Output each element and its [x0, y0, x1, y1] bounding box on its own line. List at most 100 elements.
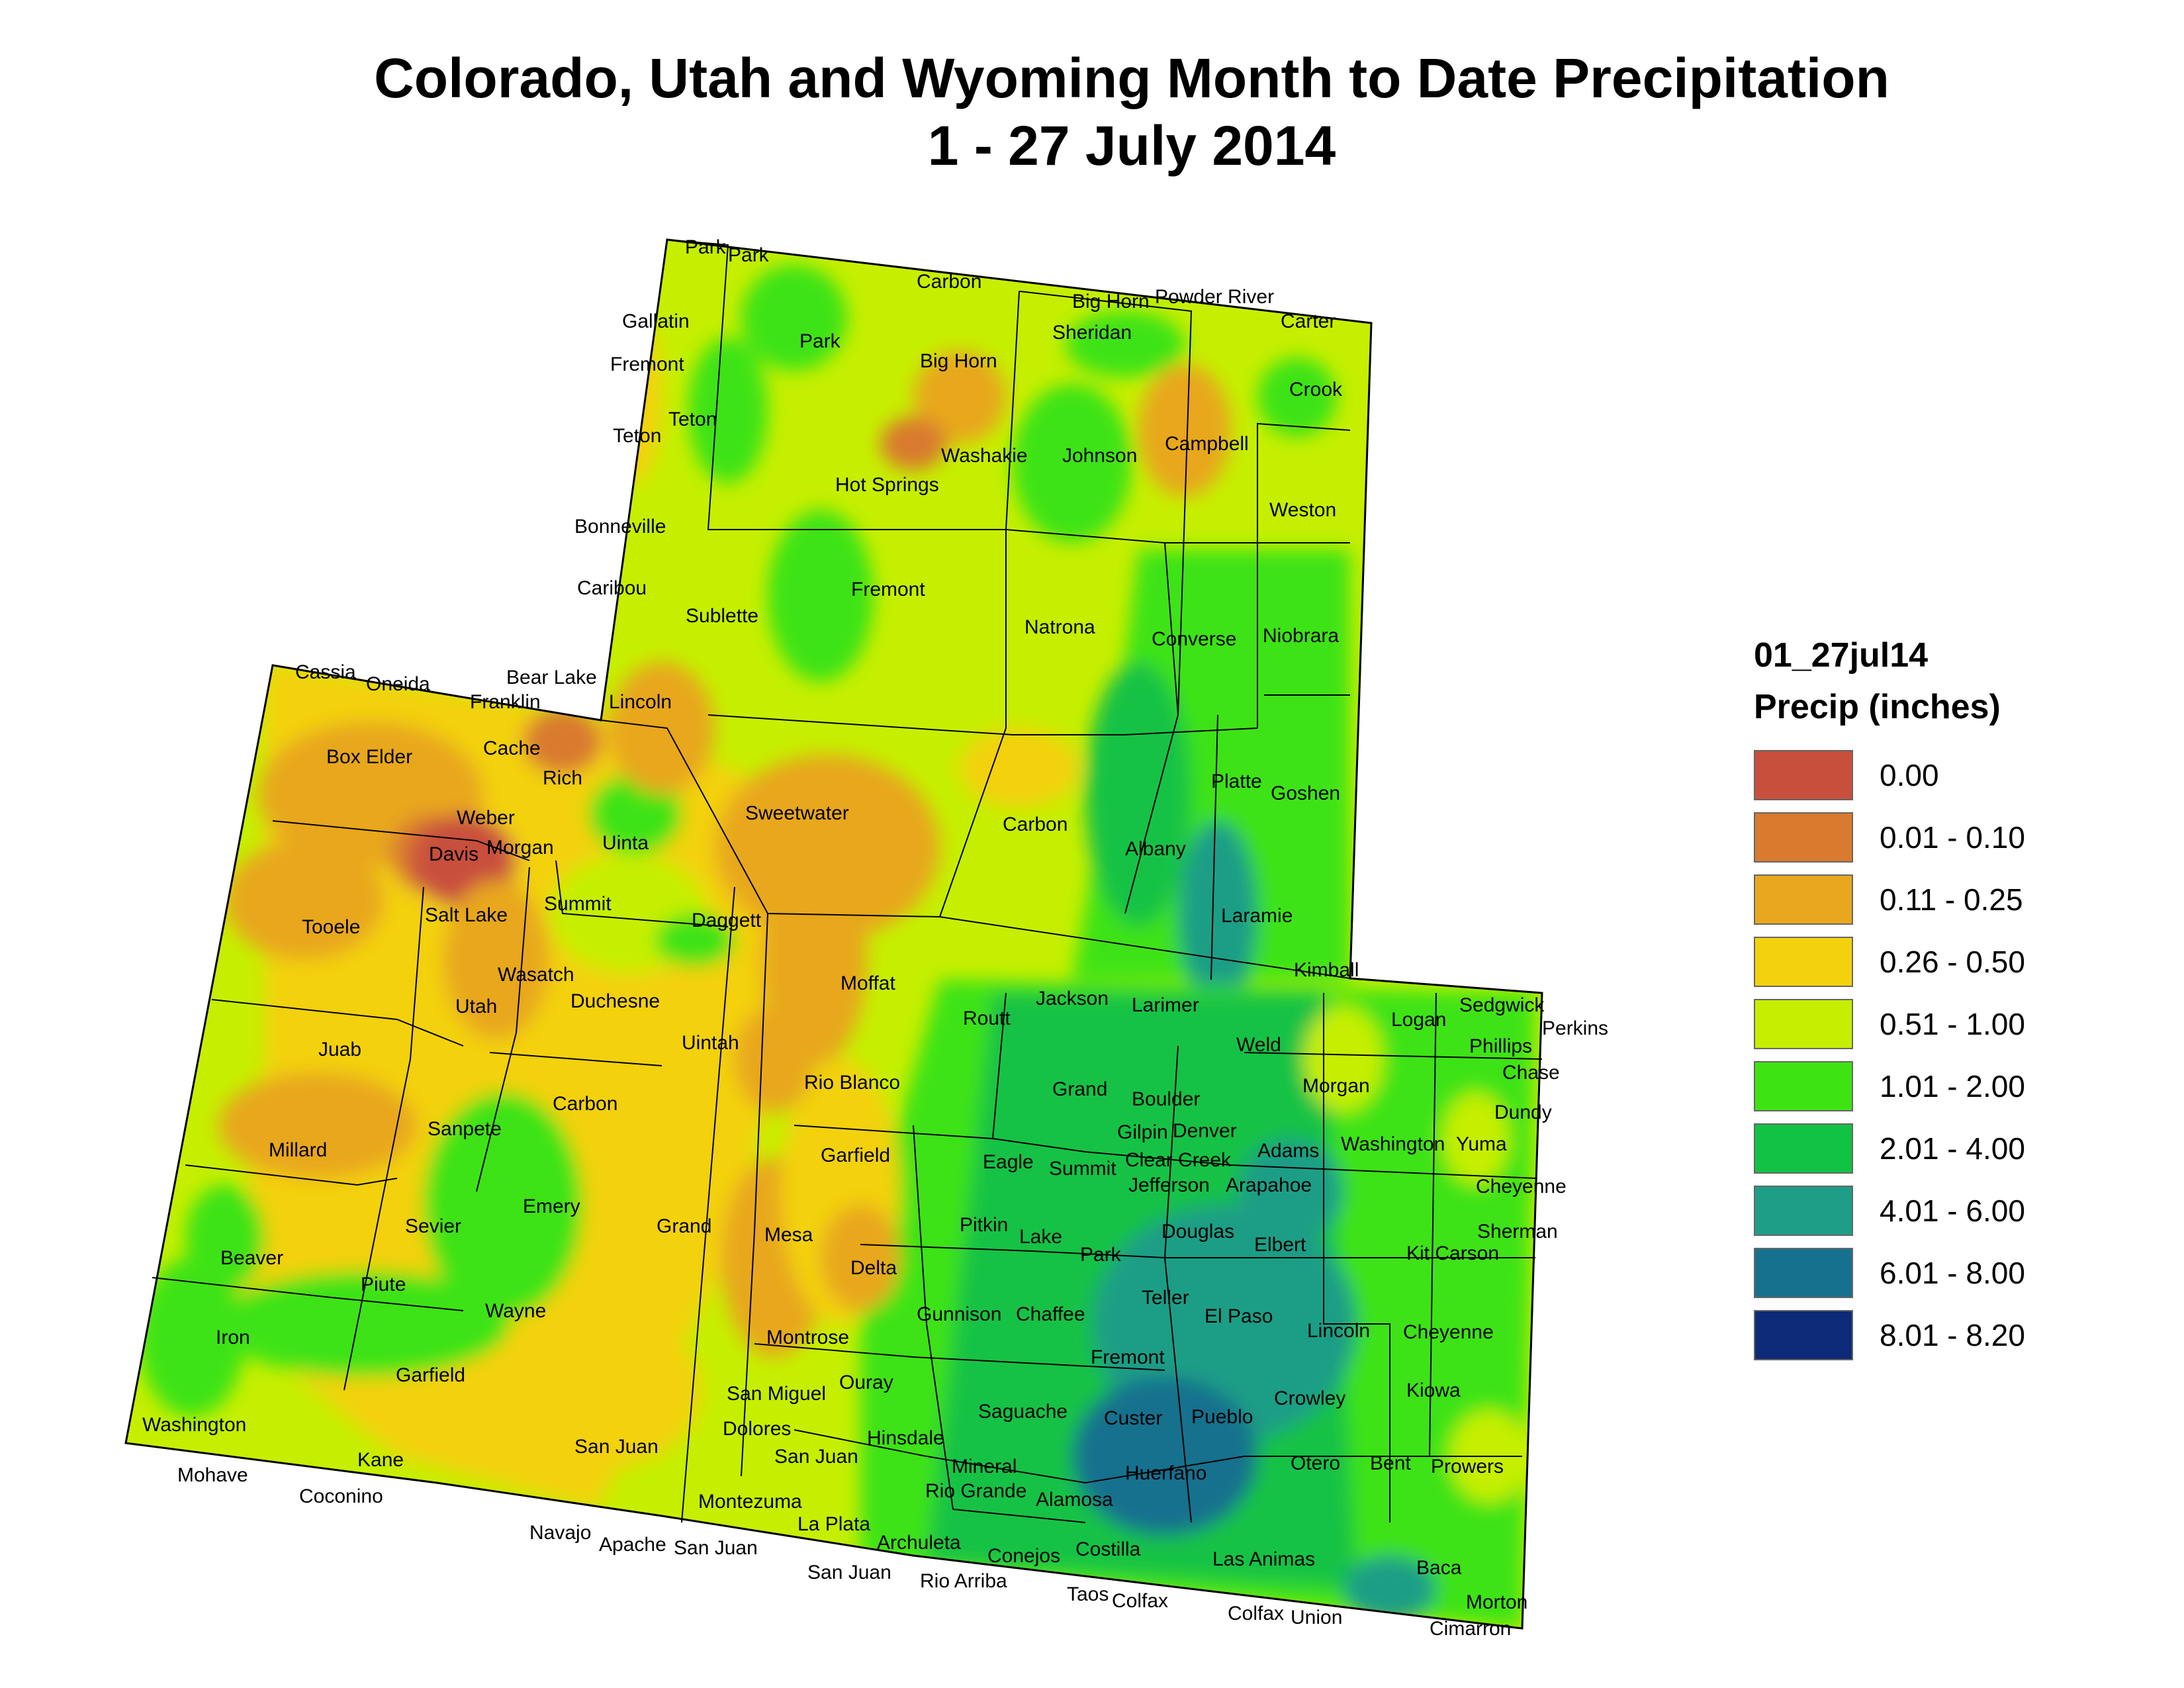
legend-label: 4.01 - 6.00 — [1880, 1194, 2025, 1228]
legend-swatch — [1754, 750, 1853, 800]
county-label: Cassia — [295, 661, 356, 683]
legend-item: 0.11 - 0.25 — [1754, 868, 2164, 931]
county-label: Sanpete — [428, 1118, 502, 1140]
county-label: Rio Grande — [925, 1480, 1026, 1502]
county-label: Big Horn — [1072, 291, 1150, 312]
county-label: Coconino — [299, 1485, 383, 1507]
county-label: Wayne — [485, 1300, 546, 1322]
county-label: Fremont — [610, 353, 684, 375]
county-label: San Miguel — [727, 1383, 826, 1405]
legend-item: 0.51 - 1.00 — [1754, 993, 2164, 1055]
legend-swatch — [1754, 812, 1853, 863]
county-label: Colfax — [1112, 1590, 1168, 1612]
county-label: Washington — [142, 1414, 246, 1436]
legend-item: 6.01 - 8.00 — [1754, 1242, 2164, 1304]
county-label: Goshen — [1271, 782, 1340, 804]
county-label: Sherman — [1477, 1221, 1558, 1243]
county-label: Otero — [1291, 1452, 1340, 1474]
county-label: Daggett — [692, 910, 762, 931]
county-label: Kane — [357, 1449, 404, 1471]
county-label: Teton — [613, 425, 661, 447]
county-label: Uintah — [682, 1032, 739, 1054]
county-label: Morgan — [1302, 1075, 1370, 1097]
county-label: Douglas — [1161, 1221, 1234, 1243]
county-label: San Juan — [574, 1436, 659, 1458]
county-label: Hinsdale — [867, 1427, 944, 1449]
county-label: San Juan — [807, 1562, 891, 1583]
states-outline — [124, 238, 1543, 1630]
county-label: Sevier — [405, 1215, 461, 1237]
county-label: Conejos — [987, 1545, 1060, 1567]
county-label: Pueblo — [1191, 1406, 1253, 1428]
county-label: Tooele — [302, 916, 360, 938]
legend-label: 0.01 - 0.10 — [1880, 820, 2025, 855]
county-label: Jackson — [1036, 988, 1109, 1009]
county-label: Kimball — [1294, 959, 1359, 981]
county-label: Colfax — [1228, 1603, 1284, 1624]
county-label: Utah — [455, 996, 497, 1017]
legend-swatch — [1754, 874, 1853, 925]
county-label: Rich — [543, 767, 582, 789]
county-lines — [152, 239, 1543, 1523]
legend-item: 0.01 - 0.10 — [1754, 806, 2164, 868]
county-label: Teton — [668, 408, 717, 430]
county-label: Summit — [1049, 1158, 1116, 1180]
county-label: Fremont — [1091, 1346, 1165, 1368]
county-label: Mineral — [952, 1456, 1017, 1477]
county-label: Huerfano — [1125, 1462, 1206, 1484]
county-label: Niobrara — [1263, 625, 1339, 647]
county-label: Weston — [1269, 499, 1336, 521]
legend-label: 0.26 - 0.50 — [1880, 945, 2025, 979]
legend: 01_27jul14 Precip (inches) 0.00 0.01 - 0.… — [1754, 635, 2164, 1390]
county-label: Cache — [483, 737, 541, 759]
county-label: Pitkin — [960, 1214, 1008, 1236]
county-label: Salt Lake — [425, 904, 508, 926]
county-label: Alamosa — [1036, 1489, 1113, 1511]
county-label: Gallatin — [622, 310, 690, 332]
county-label: Clear Creek — [1125, 1149, 1232, 1171]
county-label: Eagle — [983, 1151, 1034, 1173]
county-label: Washakie — [941, 445, 1028, 467]
county-label: Dundy — [1494, 1102, 1552, 1123]
county-label: Delta — [850, 1257, 897, 1279]
county-label: Weber — [457, 807, 515, 829]
legend-swatch — [1754, 1061, 1853, 1111]
county-label: Prowers — [1431, 1456, 1504, 1477]
county-label: Wasatch — [498, 964, 574, 986]
county-label: Gunnison — [917, 1303, 1001, 1325]
county-label: Sedgwick — [1459, 994, 1545, 1016]
county-label: Rio Arriba — [920, 1570, 1007, 1592]
county-label: Montrose — [766, 1327, 849, 1348]
county-label: Millard — [269, 1139, 327, 1161]
county-label: Converse — [1152, 628, 1236, 650]
county-label: Carbon — [1003, 814, 1068, 835]
county-label: Summit — [544, 893, 612, 915]
legend-item: 4.01 - 6.00 — [1754, 1180, 2164, 1242]
county-label: Box Elder — [326, 746, 412, 768]
county-label: Franklin — [470, 691, 541, 713]
county-label: Big Horn — [920, 350, 997, 372]
legend-label: 0.51 - 1.00 — [1880, 1007, 2025, 1041]
county-label: Duchesne — [570, 990, 660, 1012]
county-label: Carbon — [917, 271, 981, 293]
county-label: Park — [1080, 1244, 1122, 1266]
county-label: Davis — [429, 843, 478, 865]
county-label: Yuma — [1456, 1133, 1507, 1155]
legend-label: 2.01 - 4.00 — [1880, 1131, 2025, 1166]
county-label: Logan — [1391, 1009, 1446, 1031]
legend-swatch — [1754, 1310, 1853, 1360]
county-label: Perkins — [1542, 1017, 1608, 1039]
county-label: Weld — [1236, 1034, 1281, 1056]
county-label: Juab — [318, 1039, 361, 1060]
county-label: Morgan — [486, 837, 554, 859]
county-label: San Juan — [674, 1537, 758, 1559]
county-label: Arapahoe — [1226, 1174, 1312, 1196]
county-label: Carbon — [553, 1093, 617, 1115]
county-label: Crowley — [1274, 1387, 1345, 1409]
county-label: Elbert — [1254, 1234, 1306, 1256]
county-label: Sweetwater — [745, 802, 849, 824]
county-label: El Paso — [1205, 1305, 1273, 1327]
county-label: Teller — [1142, 1287, 1189, 1309]
